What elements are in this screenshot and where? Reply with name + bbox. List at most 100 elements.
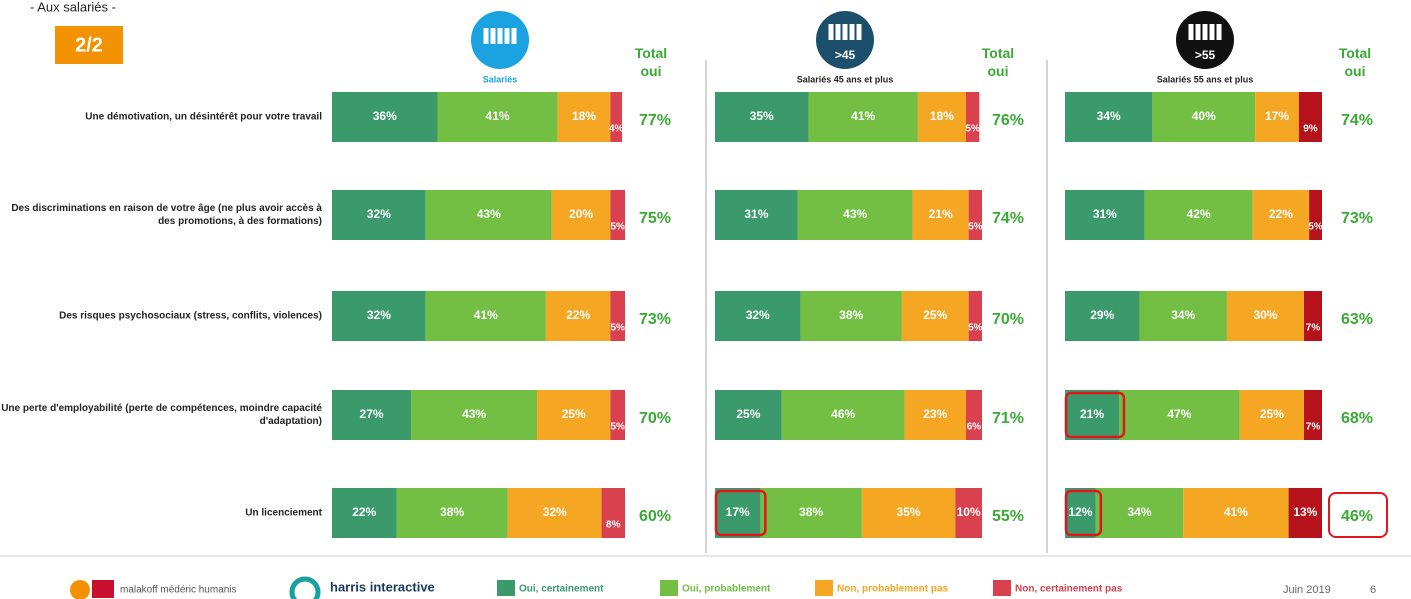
- value-label: 7%: [1306, 422, 1321, 433]
- bar-segment: [610, 190, 625, 240]
- bar-segment: [715, 390, 782, 440]
- header: - Aux salariés -: [30, 0, 116, 14]
- value-label: 25%: [562, 407, 586, 421]
- total-label: 46%: [1341, 508, 1373, 525]
- bar-segment: [1065, 92, 1153, 142]
- bar-segment: [610, 390, 625, 440]
- bar-segment: [425, 291, 546, 341]
- value-label: 18%: [572, 109, 596, 123]
- bar-segment: [1152, 92, 1256, 142]
- icon-person: [849, 24, 855, 40]
- value-label: 18%: [930, 109, 954, 123]
- logo-left: malakoff médéric humanis: [120, 585, 237, 596]
- bar-segment: [1288, 488, 1322, 538]
- value-label: 21%: [1080, 407, 1104, 421]
- bar-segment: [1065, 390, 1119, 440]
- bar-segment: [1144, 190, 1253, 240]
- legend-swatch: [993, 580, 1011, 596]
- value-label: 47%: [1167, 407, 1191, 421]
- total-label: 71%: [992, 410, 1024, 427]
- bar-segment: [781, 390, 905, 440]
- bar-segment: [968, 190, 982, 240]
- total-heading: Total oui: [1339, 45, 1371, 79]
- icon-label: >45: [835, 48, 856, 62]
- icon-person: [497, 28, 503, 44]
- bar-segment: [610, 291, 625, 341]
- value-label: 5%: [968, 222, 983, 233]
- legend-swatch: [660, 580, 678, 596]
- total-label: 76%: [992, 112, 1024, 129]
- legend-swatch: [497, 580, 515, 596]
- legend-swatch: [815, 580, 833, 596]
- bar-segment: [332, 390, 412, 440]
- logo-icon: [289, 576, 321, 599]
- value-label: 4%: [609, 124, 624, 135]
- value-label: 5%: [968, 323, 983, 334]
- row-label: Une perte d'employabilité (perte de comp…: [1, 403, 322, 427]
- icon-person: [1188, 24, 1194, 40]
- bar-segment: [901, 291, 969, 341]
- value-label: 5%: [1308, 222, 1323, 233]
- value-label: 30%: [1253, 308, 1277, 322]
- bar-segment: [955, 488, 982, 538]
- icon-person: [511, 28, 517, 44]
- total-label: 74%: [992, 210, 1024, 227]
- value-label: 13%: [1293, 505, 1317, 519]
- icon-person: [828, 24, 834, 40]
- bar-segment: [1239, 390, 1305, 440]
- total-label: 55%: [992, 508, 1024, 525]
- row-label: Des risques psychosociaux (stress, confl…: [59, 310, 322, 322]
- value-label: 41%: [474, 308, 498, 322]
- bar-segment: [332, 92, 438, 142]
- legend-label: Oui, certainement: [519, 584, 604, 595]
- value-label: 43%: [843, 207, 867, 221]
- logo-icon: [92, 580, 114, 598]
- bar-segment: [332, 190, 426, 240]
- panel-title: Salariés 55 ans et plus: [1157, 74, 1254, 84]
- value-label: 7%: [1306, 323, 1321, 334]
- value-label: 43%: [462, 407, 486, 421]
- total-label: 68%: [1341, 410, 1373, 427]
- highlight-box: [1064, 391, 1126, 439]
- panel-title: Salariés: [483, 74, 518, 84]
- total-heading: Total oui: [982, 45, 1014, 79]
- bar-segment: [715, 190, 798, 240]
- bar-segment: [425, 190, 552, 240]
- total-label: 60%: [639, 508, 671, 525]
- row-label: Un licenciement: [245, 507, 322, 519]
- value-label: 8%: [606, 520, 621, 531]
- icon-person: [835, 24, 841, 40]
- bar-segment: [537, 390, 611, 440]
- page-badge: [55, 26, 123, 64]
- value-label: 22%: [566, 308, 590, 322]
- total-label: 74%: [1341, 112, 1373, 129]
- bar-segment: [1304, 291, 1322, 341]
- bar-segment: [332, 488, 397, 538]
- bar-segment: [1304, 390, 1322, 440]
- total-label: 73%: [639, 311, 671, 328]
- footer-date: Juin 2019: [1283, 584, 1331, 596]
- bar-segment: [1118, 390, 1240, 440]
- icon-person: [1209, 24, 1215, 40]
- value-label: 32%: [367, 207, 391, 221]
- icon-person: [483, 28, 489, 44]
- bar-segment: [601, 488, 625, 538]
- bar-segment: [396, 488, 508, 538]
- row-label: Des discriminations en raison de votre â…: [11, 203, 322, 227]
- value-label: 32%: [746, 308, 770, 322]
- bar-segment: [1095, 488, 1184, 538]
- value-label: 34%: [1171, 308, 1195, 322]
- value-label: 40%: [1192, 109, 1216, 123]
- bar-segment: [1255, 92, 1299, 142]
- bar-segment: [1298, 92, 1322, 142]
- value-label: 34%: [1097, 109, 1121, 123]
- total-label: 70%: [639, 410, 671, 427]
- value-label: 22%: [1269, 207, 1293, 221]
- bar-segment: [1183, 488, 1289, 538]
- legend-label: Non, certainement pas: [1015, 584, 1123, 595]
- icon-person: [1195, 24, 1201, 40]
- value-label: 27%: [360, 407, 384, 421]
- bar-segment: [551, 190, 611, 240]
